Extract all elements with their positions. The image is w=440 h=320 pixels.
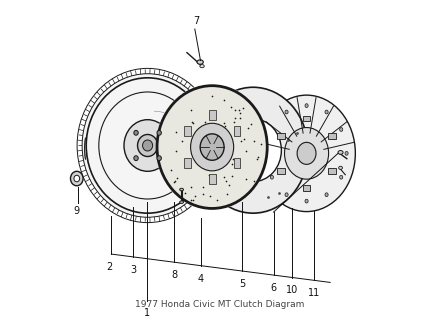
Text: 6: 6: [271, 283, 277, 293]
FancyBboxPatch shape: [209, 110, 216, 120]
Ellipse shape: [124, 120, 171, 171]
Ellipse shape: [339, 166, 342, 169]
Ellipse shape: [157, 130, 161, 135]
Ellipse shape: [70, 171, 83, 186]
Ellipse shape: [180, 201, 183, 204]
Ellipse shape: [325, 193, 328, 196]
Text: 8: 8: [171, 270, 177, 280]
Ellipse shape: [270, 128, 274, 132]
Text: 11: 11: [308, 288, 321, 298]
Ellipse shape: [338, 150, 343, 154]
Ellipse shape: [340, 175, 343, 179]
FancyBboxPatch shape: [184, 126, 191, 136]
FancyBboxPatch shape: [303, 116, 311, 121]
Text: 9: 9: [74, 206, 80, 216]
FancyBboxPatch shape: [303, 185, 311, 191]
Text: 4: 4: [198, 274, 204, 284]
Ellipse shape: [134, 130, 138, 135]
Ellipse shape: [138, 134, 158, 156]
Ellipse shape: [191, 123, 234, 171]
FancyBboxPatch shape: [234, 126, 241, 136]
Ellipse shape: [225, 119, 282, 182]
FancyBboxPatch shape: [328, 168, 336, 174]
Ellipse shape: [76, 68, 219, 223]
Ellipse shape: [270, 175, 274, 179]
Ellipse shape: [74, 175, 80, 182]
FancyBboxPatch shape: [209, 174, 216, 184]
FancyBboxPatch shape: [328, 133, 336, 139]
Ellipse shape: [155, 84, 269, 210]
Ellipse shape: [134, 156, 138, 161]
Ellipse shape: [345, 151, 348, 155]
Ellipse shape: [285, 110, 288, 114]
Text: 5: 5: [239, 279, 245, 289]
Ellipse shape: [285, 128, 329, 179]
Ellipse shape: [265, 151, 268, 155]
Ellipse shape: [143, 140, 153, 151]
FancyBboxPatch shape: [277, 133, 285, 139]
Ellipse shape: [258, 95, 356, 212]
Ellipse shape: [197, 60, 203, 64]
FancyBboxPatch shape: [234, 158, 241, 168]
Ellipse shape: [180, 188, 183, 191]
Ellipse shape: [305, 104, 308, 108]
Ellipse shape: [305, 199, 308, 203]
FancyBboxPatch shape: [277, 168, 285, 174]
Text: 7: 7: [193, 16, 199, 26]
Ellipse shape: [200, 134, 224, 160]
Ellipse shape: [157, 156, 161, 161]
Text: 3: 3: [130, 265, 136, 275]
Ellipse shape: [285, 193, 288, 196]
FancyBboxPatch shape: [184, 158, 191, 168]
Ellipse shape: [198, 87, 308, 213]
Ellipse shape: [157, 86, 267, 208]
Ellipse shape: [86, 78, 209, 213]
Text: 10: 10: [286, 285, 298, 295]
Ellipse shape: [82, 74, 213, 217]
Ellipse shape: [340, 128, 343, 132]
Text: 1977 Honda Civic MT Clutch Diagram: 1977 Honda Civic MT Clutch Diagram: [136, 300, 304, 309]
Ellipse shape: [200, 65, 204, 68]
Ellipse shape: [297, 142, 316, 164]
Ellipse shape: [325, 110, 328, 114]
Text: 2: 2: [107, 262, 113, 272]
Text: 1: 1: [144, 308, 150, 317]
